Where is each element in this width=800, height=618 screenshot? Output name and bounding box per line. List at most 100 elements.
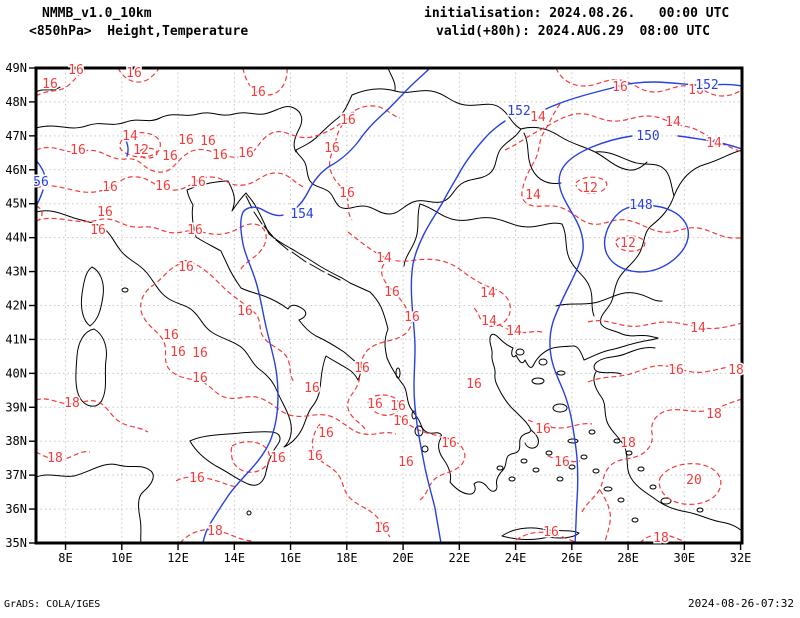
lat-label: 48N [5, 95, 27, 109]
temperature-contour-label: 14 [525, 188, 541, 203]
coastlines-borders [35, 67, 743, 544]
coastline [189, 431, 281, 486]
lon-label: 18E [336, 551, 358, 565]
temperature-contour-label: 16 [42, 77, 58, 92]
coastline [80, 266, 104, 327]
temperature-contour-label: 16 [543, 525, 559, 540]
temperature-contour-label: 18 [47, 451, 63, 466]
valid-time: valid(+80h): 2024.AUG.29 08:00 UTC [436, 24, 710, 39]
island [568, 464, 576, 470]
temperature-contour-label: 12 [133, 143, 149, 158]
temperature-contour-label: 16 [192, 371, 208, 386]
temperature-contour-label: 16 [304, 381, 320, 396]
temperature-contour [397, 413, 466, 501]
island [613, 438, 621, 444]
island [515, 348, 525, 356]
level-field-title: <850hPa> Height,Temperature [29, 24, 249, 39]
coastline [593, 347, 656, 375]
temperature-contour [230, 441, 271, 473]
temperature-contour-label: 16 [170, 345, 186, 360]
coastline [35, 86, 61, 93]
coastline [403, 203, 663, 317]
temperature-contour [35, 105, 401, 173]
temperature-contour-label: 14 [376, 251, 392, 266]
lat-label: 40N [5, 366, 27, 380]
island [625, 450, 633, 456]
island [531, 377, 545, 385]
coastline [501, 527, 580, 540]
temperature-contour [139, 147, 158, 159]
lat-label: 47N [5, 129, 27, 143]
temperature-contour [491, 319, 543, 334]
temperature-contour-label: 16 [354, 361, 370, 376]
height-contour-label: 150 [636, 129, 659, 144]
island [121, 287, 129, 293]
lon-label: 32E [730, 551, 752, 565]
height-contour [410, 81, 743, 544]
lon-label: 30E [673, 551, 695, 565]
temperature-contour-label: 14 [690, 321, 706, 336]
island [637, 466, 645, 472]
temperature-contour-label: 14 [665, 115, 681, 130]
height-contour-label: 148 [629, 198, 652, 213]
temperature-contour-label: 14 [481, 314, 497, 329]
coastline [489, 333, 585, 449]
temperature-contour [599, 489, 611, 544]
coastline [35, 106, 303, 153]
lat-label: 41N [5, 332, 27, 346]
temperature-contour-label: 16 [178, 260, 194, 275]
island [538, 358, 548, 366]
temperature-contour-label: 16 [102, 180, 118, 195]
height-contour-label: 56 [33, 175, 49, 190]
temperature-contour-label: 16 [688, 83, 704, 98]
temperature-contour-label: 16 [384, 285, 400, 300]
height-contour-label: 154 [290, 207, 314, 222]
lon-label: 22E [448, 551, 470, 565]
lon-label: 28E [617, 551, 639, 565]
temperature-contour-label: 14 [506, 324, 522, 339]
temperature-contour [117, 67, 160, 83]
temperature-contour [35, 451, 91, 461]
temperature-contour-label: 16 [367, 397, 383, 412]
height-contour-label: 152 [507, 104, 530, 119]
temperature-contour [35, 67, 87, 97]
lon-label: 26E [561, 551, 583, 565]
temperature-contour-label: 16 [374, 521, 390, 536]
island [567, 438, 579, 444]
lat-label: 43N [5, 265, 27, 279]
temperature-contour-label: 16 [466, 377, 482, 392]
temperature-contour-label: 18 [706, 407, 722, 422]
temperature-contour [581, 398, 743, 513]
temperature-contour [179, 529, 253, 544]
lat-label: 45N [5, 197, 27, 211]
temperature-contour [367, 394, 401, 416]
lon-label: 10E [111, 551, 133, 565]
temperature-contour-label: 16 [97, 205, 113, 220]
temperature-contour [615, 235, 646, 252]
small-islands [121, 287, 704, 523]
island [580, 454, 588, 460]
height-contour [202, 67, 431, 544]
lat-label: 44N [5, 231, 27, 245]
temperature-contour [515, 531, 579, 544]
lat-label: 46N [5, 163, 27, 177]
temperature-contour-label: 16 [212, 148, 228, 163]
temperature-contour [242, 67, 288, 96]
lon-label: 16E [280, 551, 302, 565]
contour-labels: 16 16 16 16 14 12 16 16 16 16 16 16 16 16 16 16 16 16 16 16… [32, 62, 746, 548]
temperature-contour-label: 16 [162, 149, 178, 164]
temperature-contour [119, 131, 161, 158]
temperature-contour-label: 14 [480, 286, 496, 301]
temperature-contour-label: 16 [192, 346, 208, 361]
island [603, 486, 613, 492]
initialisation-time: initialisation: 2024.08.26. 00:00 UTC [424, 6, 730, 21]
temperature-contour [587, 320, 743, 330]
temperature-contour [555, 67, 743, 97]
temperature-contour [547, 455, 581, 463]
island [532, 467, 540, 473]
temperature-contour-label: 16 [393, 414, 409, 429]
grads-stamp: GrADS: COLA/IGES [4, 599, 101, 610]
temperature-contour-label: 12 [582, 181, 598, 196]
coastline [35, 180, 389, 448]
